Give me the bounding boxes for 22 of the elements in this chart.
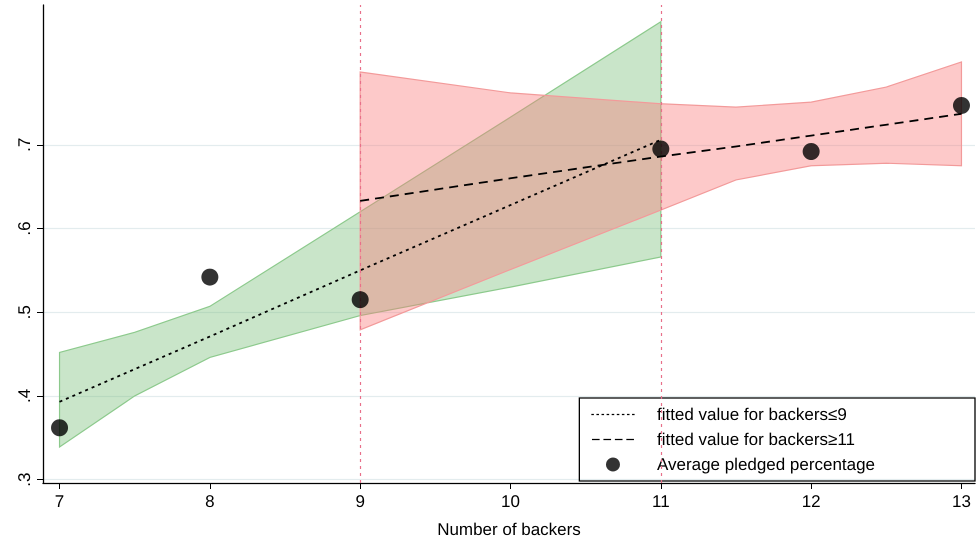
point — [652, 140, 670, 158]
point — [201, 268, 218, 286]
y-tick-label: .7 — [15, 138, 34, 152]
y-tick-label: .5 — [15, 305, 34, 320]
x-tick-label: 13 — [952, 492, 971, 511]
y-tick-label: .3 — [15, 472, 34, 487]
point — [952, 96, 970, 114]
x-tick-label: 8 — [205, 492, 215, 511]
x-tick-label: 7 — [54, 492, 64, 511]
legend-label: Average pledged percentage — [656, 455, 876, 474]
point — [802, 143, 820, 160]
x-tick-label: 10 — [501, 492, 520, 511]
y-tick-label: .6 — [15, 221, 34, 236]
legend-label: fitted value for backers≥11 — [656, 430, 855, 449]
x-tick-label: 12 — [802, 492, 821, 511]
x-tick-label: 11 — [652, 492, 670, 511]
x-tick-label: 9 — [355, 492, 365, 511]
x-axis-title: Number of backers — [437, 520, 581, 539]
legend-label: fitted value for backers≤9 — [656, 405, 847, 424]
y-tick-label: .4 — [15, 388, 34, 404]
point — [51, 419, 68, 436]
point — [352, 291, 369, 308]
